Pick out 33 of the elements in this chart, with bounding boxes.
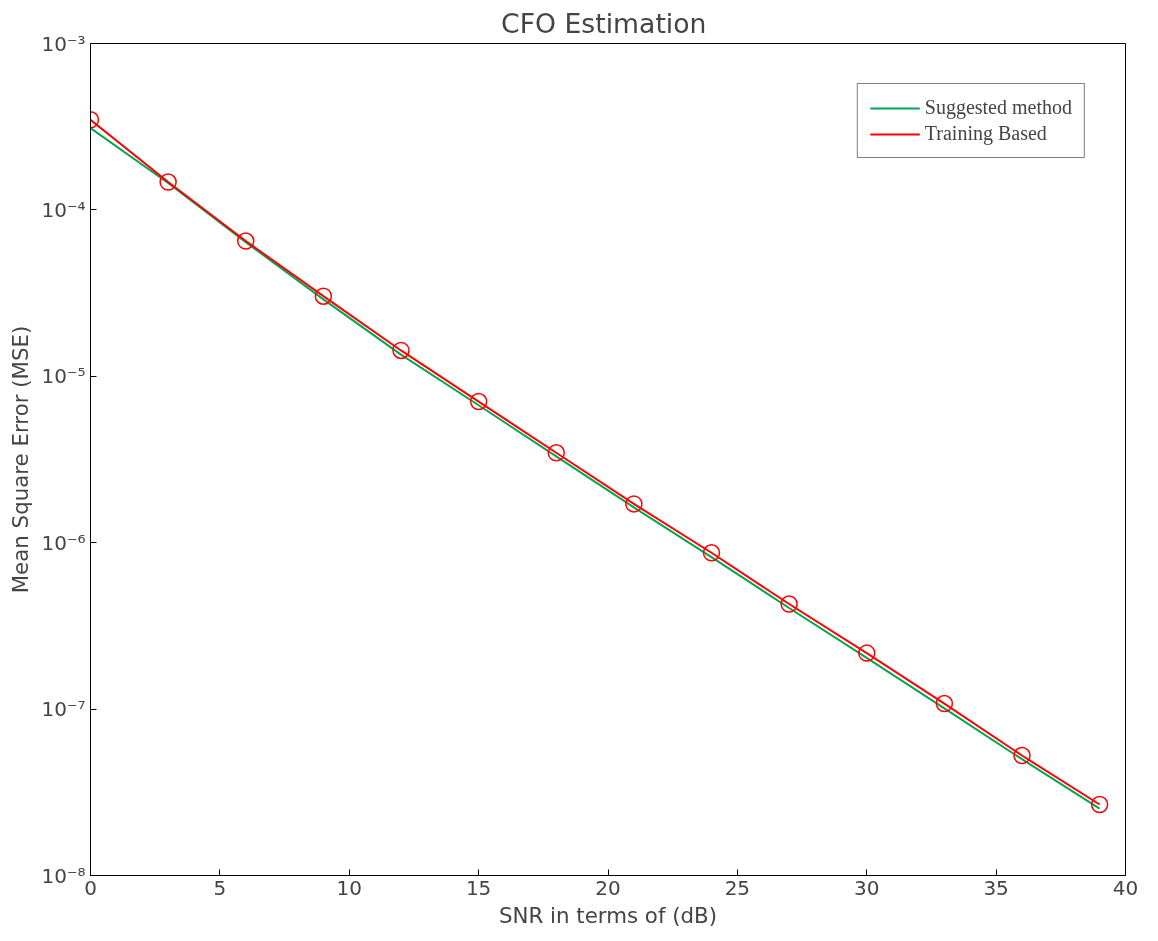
x-axis-title: SNR in terms of (dB) [499,902,718,928]
x-tick-label: 0 [84,875,97,900]
point [237,232,255,250]
point [780,595,798,613]
x-tick-label: 35 [983,875,1009,900]
x-tick-label: 30 [854,875,880,900]
point [625,495,643,513]
point [314,287,333,305]
chart-title: CFO Estimation [501,7,707,39]
point [392,341,410,360]
y-axis-title: Mean Square Error (MSE) [8,325,34,594]
point [469,392,488,411]
y-tick-label: 10⁻⁴ [41,197,86,222]
x-tick-label: 15 [465,875,492,900]
point [858,644,876,662]
x-tick-label: 5 [213,875,227,900]
y-tick-label: 10⁻⁸ [41,863,86,888]
x-tick-label: 20 [595,875,621,900]
y-tick-label: 10⁻³ [41,31,86,56]
y-tick-label: 10⁻⁷ [41,697,86,722]
y-tick-label: 10⁻⁵ [41,364,86,389]
point [1090,795,1109,814]
x-tick-label: 40 [1112,875,1139,900]
point [547,444,565,462]
x-tick-label: 25 [724,875,751,900]
y-tick-label: 10⁻⁶ [41,530,86,555]
legend-label: Training Based [924,122,1047,145]
x-tick-label: 10 [336,875,362,900]
point [159,173,177,191]
point [935,694,954,713]
legend-label: Suggested method [924,96,1072,119]
point [1013,746,1031,765]
point [702,544,721,562]
